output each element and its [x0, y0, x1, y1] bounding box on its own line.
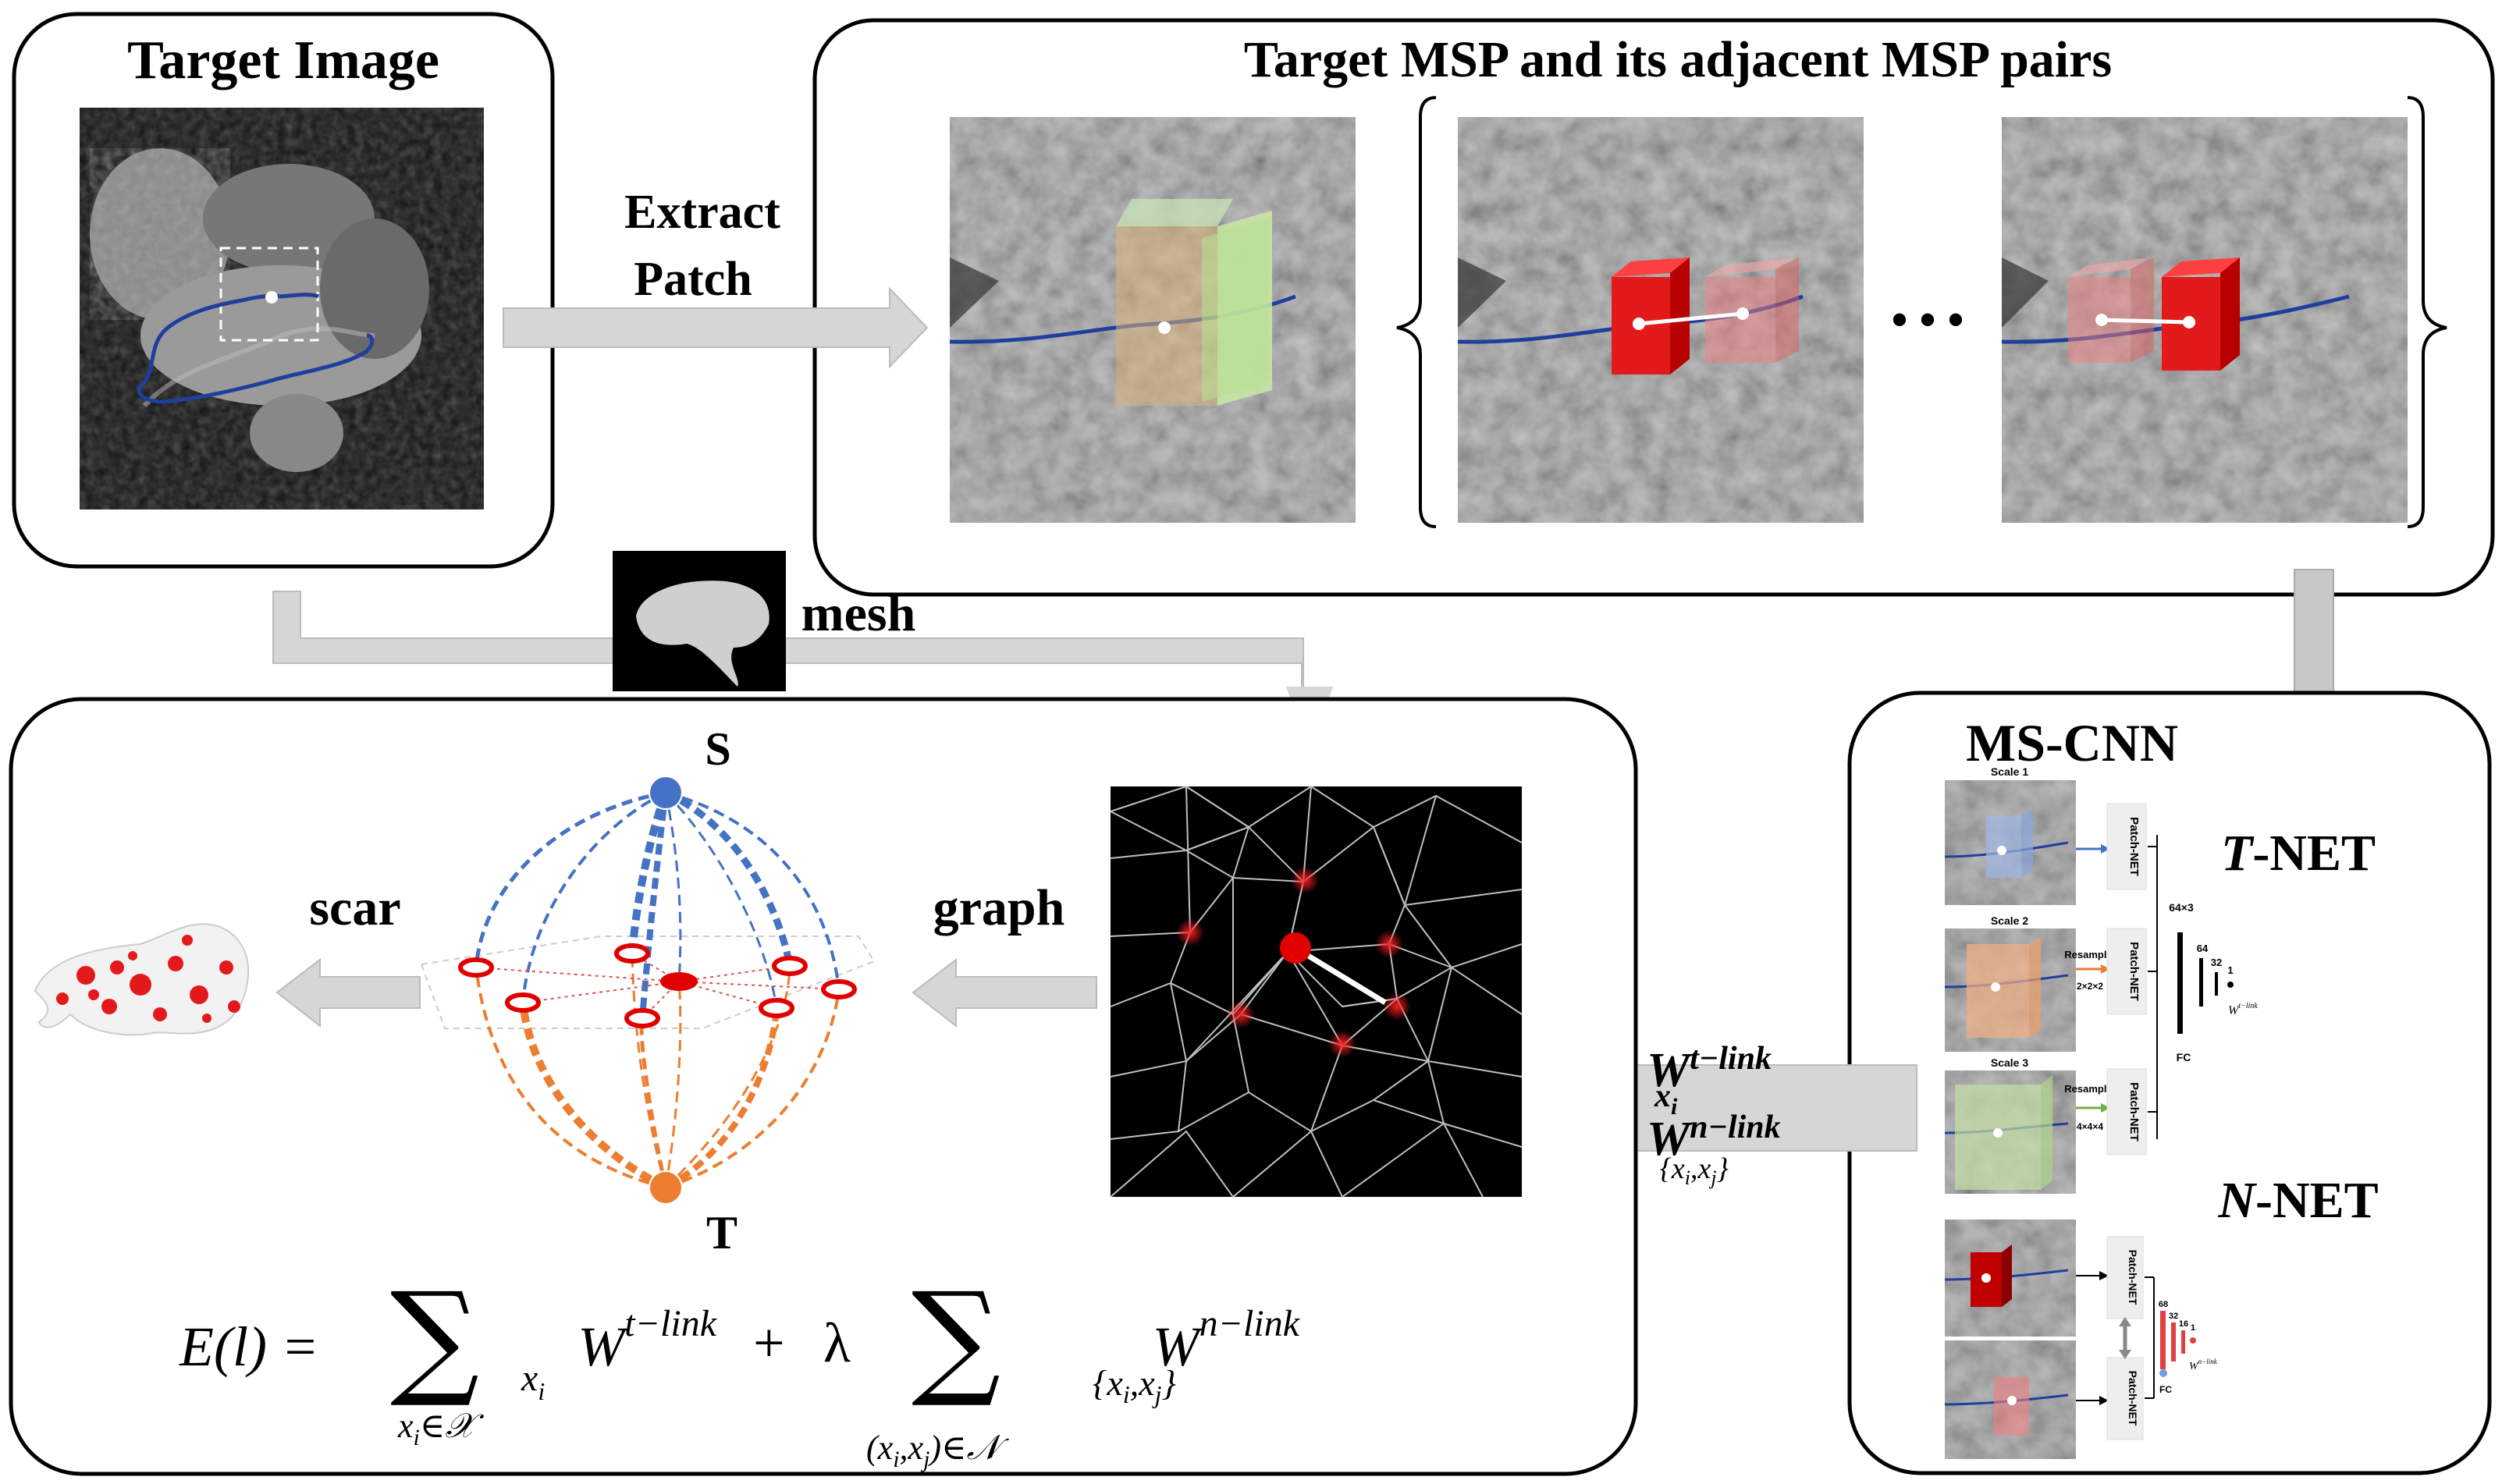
n-net-label: N-NET [2217, 1172, 2378, 1229]
graph-label: graph [933, 879, 1065, 936]
sink-node [650, 1172, 681, 1203]
n-patch-net-2: Patch-NET [2127, 1371, 2139, 1426]
eq-term-1: Wt−link xi [521, 1303, 718, 1405]
ellipsis: • • • [1891, 294, 1964, 346]
scale-3-label: Scale 3 [1991, 1056, 2028, 1069]
green-patch-back [1116, 199, 1233, 226]
dim-64: 64 [2197, 943, 2209, 954]
eq-plus: + [753, 1312, 785, 1374]
brace-right [2407, 96, 2447, 528]
patch-label: Patch [634, 253, 752, 306]
dim-68: 68 [2159, 1300, 2168, 1309]
n-dim-1: 1 [2191, 1323, 2195, 1333]
w-tlink-label: Wt−link xi [1647, 1041, 1772, 1120]
adjacent-msp-pair-n [2001, 117, 2408, 523]
sink-label: T [706, 1207, 737, 1259]
st-graph: S T [420, 723, 876, 1259]
dim-1: 1 [2227, 964, 2233, 976]
n-patch-net-1: Patch-NET [2127, 1250, 2139, 1305]
patch-net-blocks: Patch-NET Patch-NET Patch-NET [2106, 803, 2158, 1156]
eq-sum-2: ∑ [912, 1265, 1000, 1411]
patch-net-3: Patch-NET [2127, 1082, 2141, 1141]
mesh-label: mesh [801, 585, 916, 642]
source-node [650, 777, 681, 808]
eq-lambda: λ [823, 1312, 851, 1374]
scale-row-2: Scale 2 Resample 2×2×2 [1944, 914, 2113, 1052]
mesh-thumbnail-shape [636, 580, 769, 687]
patch-net-2: Patch-NET [2127, 942, 2141, 1001]
eq-lhs: E(l) = [179, 1315, 319, 1378]
source-label: S [705, 723, 730, 775]
extract-patch-arrow: Extract Patch [503, 186, 929, 369]
t-net-fc: 64×3 64 32 1 FC Wt−link [2169, 901, 2258, 1063]
n-dim-32: 32 [2169, 1312, 2178, 1321]
n-dim-16: 16 [2179, 1319, 2188, 1329]
n-net-row-2: Patch-NET [1944, 1276, 2155, 1459]
target-msp-image [949, 117, 1356, 523]
scar-label: scar [309, 879, 400, 936]
fc-dims-t: 64×3 [2169, 901, 2194, 914]
dim-32: 32 [2211, 957, 2222, 968]
scale-2-label: Scale 2 [1991, 914, 2028, 927]
graph-cut-panel: graph scar [9, 697, 1638, 1476]
graph-arrow: graph [912, 879, 1097, 1028]
target-image-title: Target Image [127, 30, 439, 91]
eq-sum-1-sub: xi∈𝒳 [397, 1407, 484, 1450]
brace-left [1396, 96, 1437, 528]
resample-2-factor: 2×2×2 [2077, 981, 2103, 992]
energy-equation: E(l) = ∑ xi∈𝒳 Wt−link xi + λ ∑ (xi,xj)∈𝒩 … [179, 1265, 1301, 1472]
w-nlink-label: Wn−link {xi,xj} [1647, 1109, 1781, 1189]
mscnn-title: MS-CNN [1966, 713, 2178, 772]
resample-2-label: Resample [2064, 949, 2112, 960]
scale-row-3: Scale 3 Resample 4×4×4 [1944, 1056, 2113, 1194]
resample-4-label: Resample [2064, 1083, 2112, 1095]
eq-term-2: Wn−link {xi,xj} [1093, 1303, 1301, 1408]
fc-label-n: FC [2159, 1384, 2172, 1395]
msp-title: Target MSP and its adjacent MSP pairs [1244, 31, 2112, 88]
resample-4-factor: 4×4×4 [2077, 1121, 2103, 1132]
extract-label: Extract [624, 186, 780, 239]
msp-panel: Target MSP and its adjacent MSP pairs [812, 18, 2495, 597]
patch-net-1: Patch-NET [2127, 817, 2141, 876]
scar-arrow: scar [275, 879, 421, 1028]
eq-sum-1: ∑ [390, 1265, 479, 1411]
scar-mesh [34, 923, 250, 1036]
scale-row-1: Scale 1 [1944, 765, 2110, 905]
green-patch-front [1116, 226, 1217, 406]
n-net-row-1: Patch-NET [1944, 1220, 2144, 1337]
adjacent-msp-pair-1 [1457, 117, 1864, 523]
scale-1-label: Scale 1 [1991, 765, 2028, 778]
target-image-panel: Target Image [12, 12, 555, 569]
fc-label-t: FC [2177, 1051, 2191, 1063]
mesh-graph-image [1110, 785, 1523, 1198]
t-net-label: T-NET [2221, 825, 2376, 882]
mri-image [80, 108, 484, 509]
scar-contour [137, 293, 375, 404]
mscnn-panel: MS-CNN Scale 1 Scale 2 Resample 2×2×2 [1847, 691, 2492, 1475]
eq-sum-2-sub: (xi,xj)∈𝒩 [866, 1429, 1010, 1472]
